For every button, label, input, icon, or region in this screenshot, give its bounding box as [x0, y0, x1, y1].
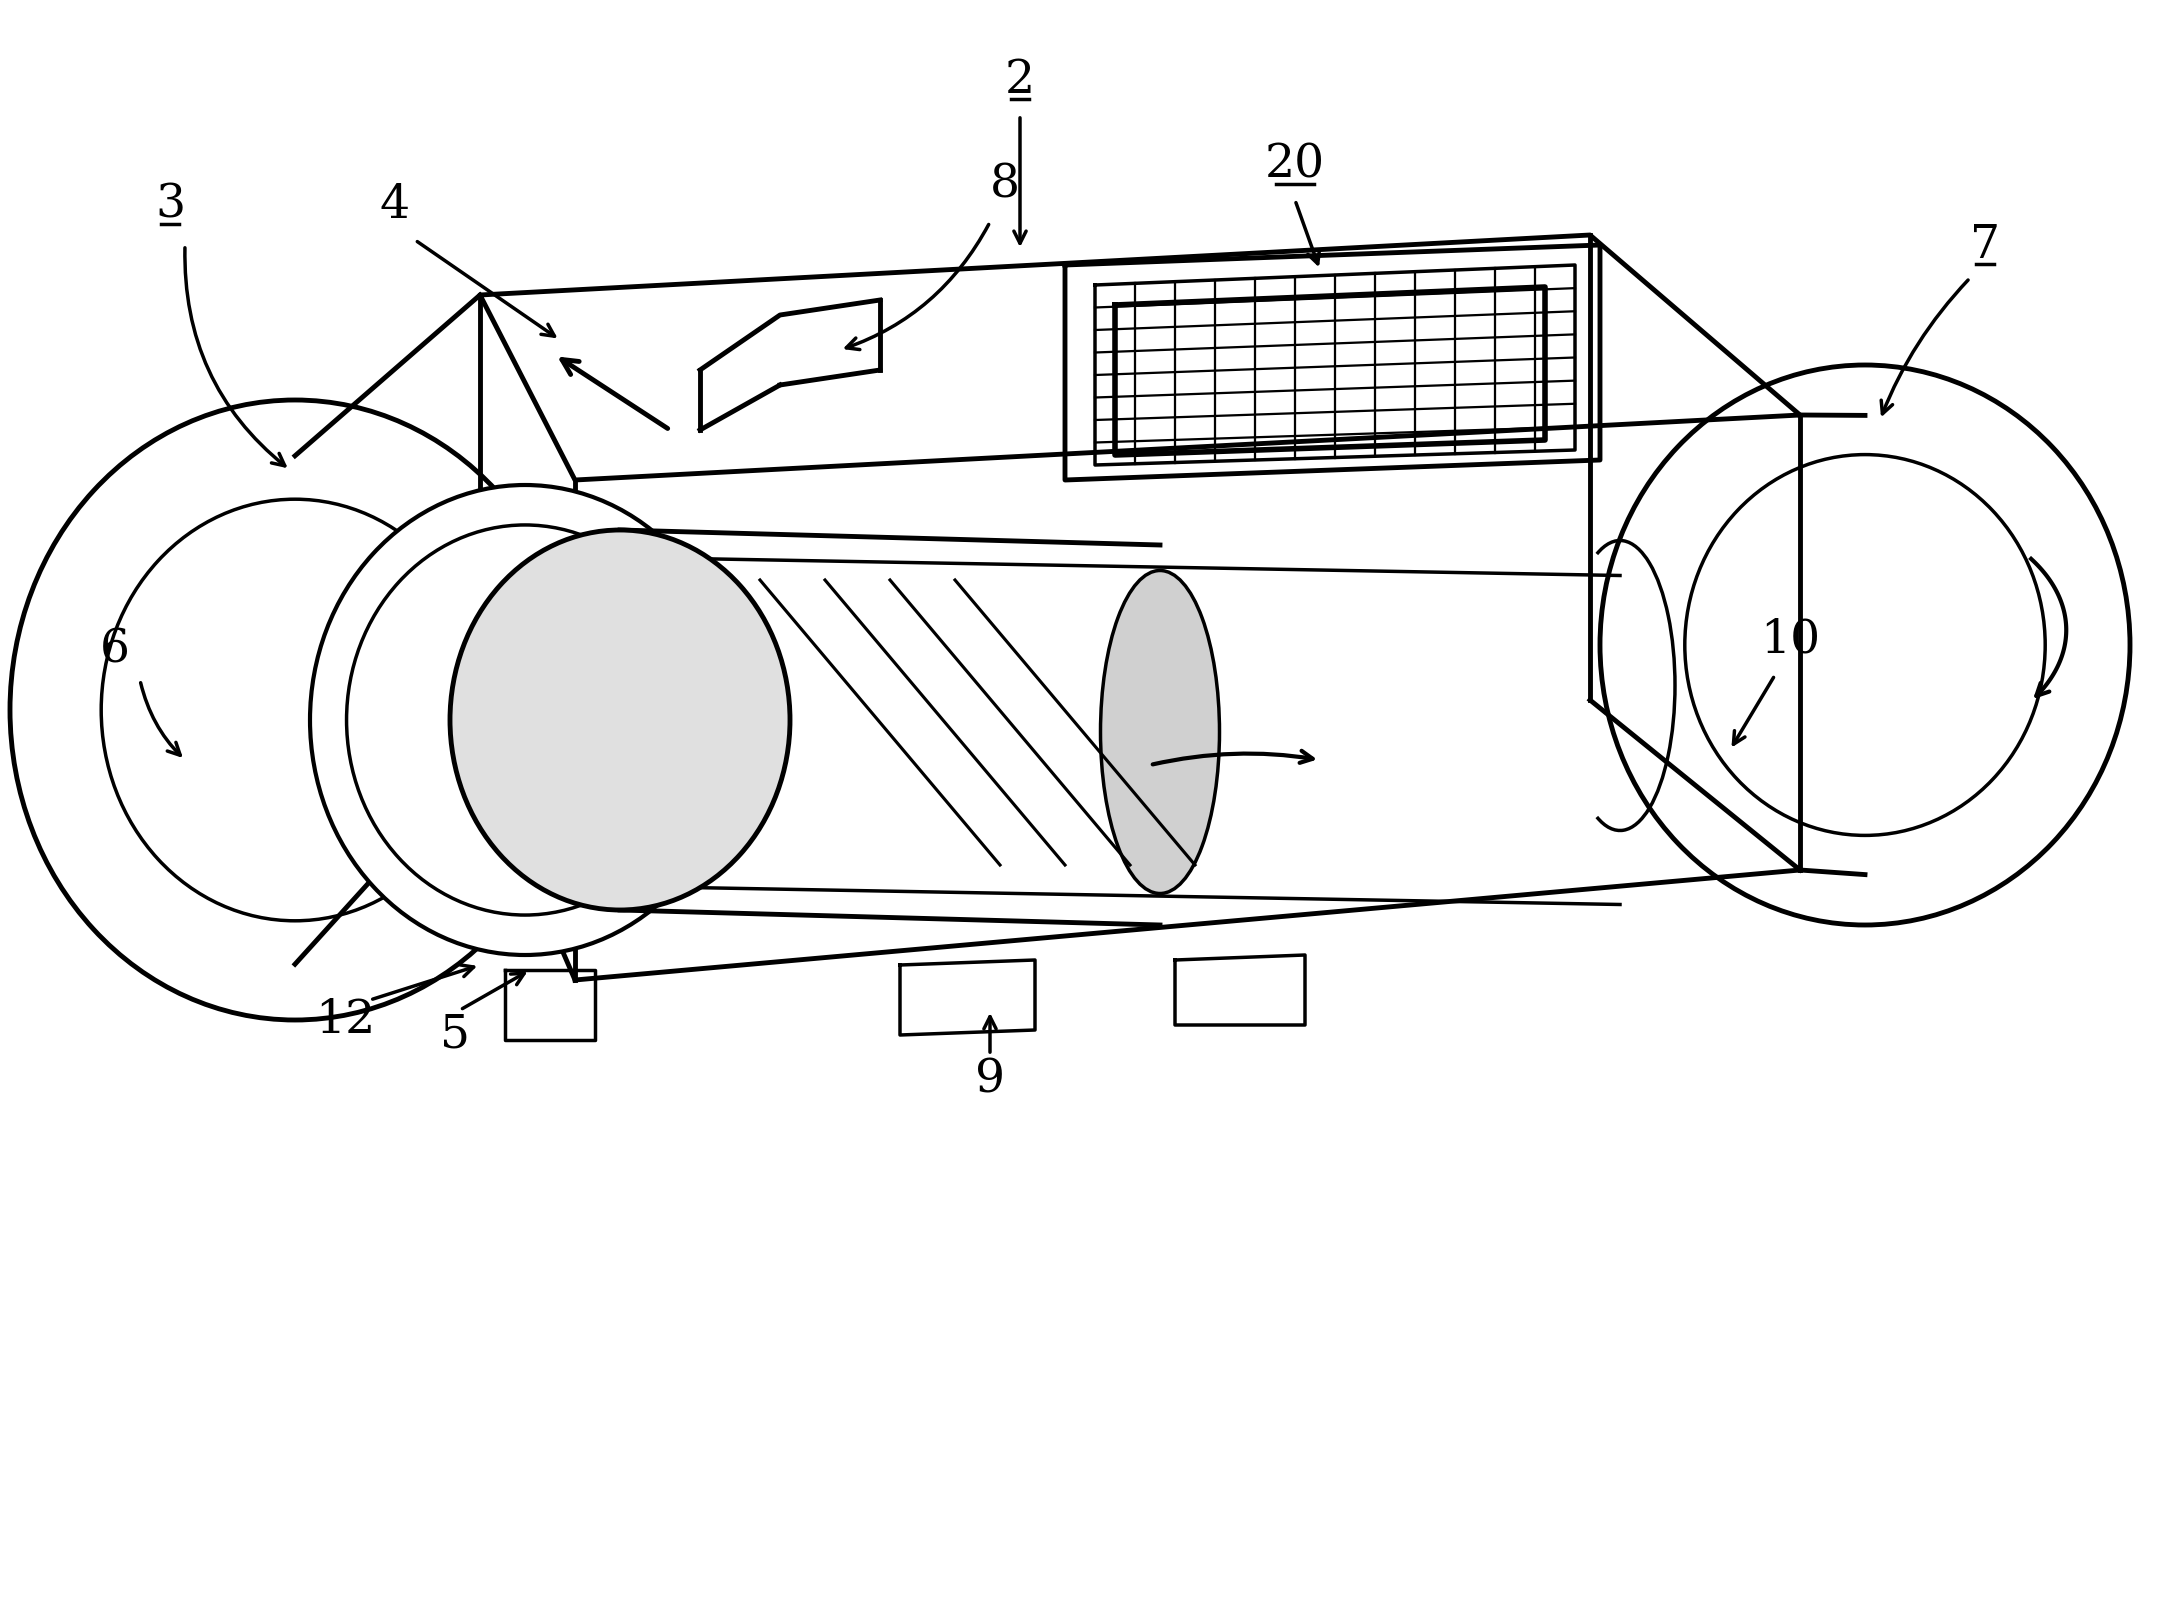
- Text: 12: 12: [314, 997, 375, 1043]
- Ellipse shape: [450, 530, 790, 910]
- Ellipse shape: [310, 485, 740, 955]
- Text: 4: 4: [379, 182, 409, 227]
- Text: 7: 7: [1970, 222, 2000, 267]
- Text: 3: 3: [156, 182, 184, 227]
- Ellipse shape: [102, 499, 489, 920]
- Text: 20: 20: [1264, 142, 1325, 187]
- Ellipse shape: [1684, 454, 2046, 835]
- Text: 8: 8: [989, 162, 1020, 208]
- Text: 6: 6: [100, 627, 130, 672]
- Ellipse shape: [1100, 571, 1219, 893]
- Text: 5: 5: [439, 1013, 470, 1058]
- Ellipse shape: [1600, 365, 2130, 925]
- Ellipse shape: [11, 400, 580, 1021]
- Text: 9: 9: [974, 1058, 1005, 1102]
- Text: 10: 10: [1760, 618, 1821, 662]
- Ellipse shape: [346, 525, 704, 915]
- Text: 2: 2: [1005, 58, 1035, 102]
